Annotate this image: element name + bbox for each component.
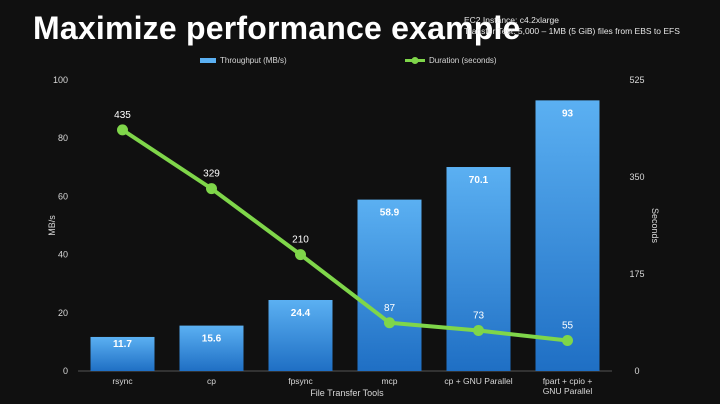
throughput-bar — [268, 299, 333, 371]
y-tick-label: 100 — [53, 75, 68, 85]
throughput-bar — [179, 325, 244, 371]
duration-point — [117, 124, 128, 136]
subtitle-transfer-test: Transfer Test: 5,000 – 1MB (5 GiB) files… — [464, 26, 680, 36]
x-tick-label: GNU Parallel — [543, 386, 593, 396]
duration-point — [562, 335, 573, 347]
x-axis-title: File Transfer Tools — [310, 388, 384, 398]
duration-value-label: 87 — [384, 303, 396, 314]
x-tick-label: rsync — [112, 376, 133, 386]
duration-point — [206, 183, 217, 195]
throughput-bar — [357, 199, 422, 371]
y2-tick-label: 350 — [629, 172, 644, 182]
duration-point — [473, 325, 484, 337]
duration-value-label: 210 — [292, 235, 309, 246]
duration-line — [121, 128, 568, 343]
slide-title: Maximize performance example — [33, 10, 521, 46]
throughput-bar — [90, 336, 155, 371]
bar-value-label: 70.1 — [469, 175, 489, 186]
duration-point — [295, 249, 306, 261]
duration-value-label: 435 — [114, 110, 131, 121]
y-tick-label: 0 — [63, 366, 68, 376]
subtitle-instance: EC2 Instance: c4.2xlarge — [464, 15, 559, 25]
bar-value-label: 93 — [562, 108, 574, 119]
legend-duration-marker — [411, 57, 419, 64]
duration-value-label: 329 — [203, 169, 220, 180]
x-tick-label: cp — [207, 376, 216, 386]
x-tick-label: fpart + cpio + — [543, 376, 593, 386]
y-tick-label: 80 — [58, 133, 68, 143]
legend-throughput-swatch — [200, 58, 216, 63]
legend-duration-label: Duration (seconds) — [429, 56, 497, 65]
x-tick-label: fpsync — [288, 376, 313, 386]
y2-tick-label: 175 — [629, 269, 644, 279]
throughput-bar — [535, 100, 600, 372]
bar-value-label: 58.9 — [380, 208, 400, 219]
duration-value-label: 73 — [473, 311, 485, 322]
duration-value-label: 55 — [562, 321, 574, 332]
x-tick-label: cp + GNU Parallel — [444, 376, 512, 386]
bar-value-label: 15.6 — [202, 334, 222, 345]
y-tick-label: 60 — [58, 191, 68, 201]
y2-axis-title: Seconds — [650, 208, 660, 244]
x-tick-label: mcp — [381, 376, 397, 386]
legend-throughput-label: Throughput (MB/s) — [220, 56, 287, 65]
bar-value-label: 24.4 — [291, 308, 311, 319]
slide-subtitle: EC2 Instance: c4.2xlarge Transfer Test: … — [464, 15, 680, 37]
duration-point — [384, 317, 395, 329]
y-tick-label: 20 — [58, 308, 68, 318]
y2-tick-label: 0 — [634, 366, 639, 376]
y2-tick-label: 525 — [629, 75, 644, 85]
bar-value-label: 11.7 — [113, 339, 132, 350]
y-tick-label: 40 — [58, 250, 68, 260]
throughput-bar — [446, 167, 511, 371]
y-axis-title: MB/s — [47, 215, 57, 236]
